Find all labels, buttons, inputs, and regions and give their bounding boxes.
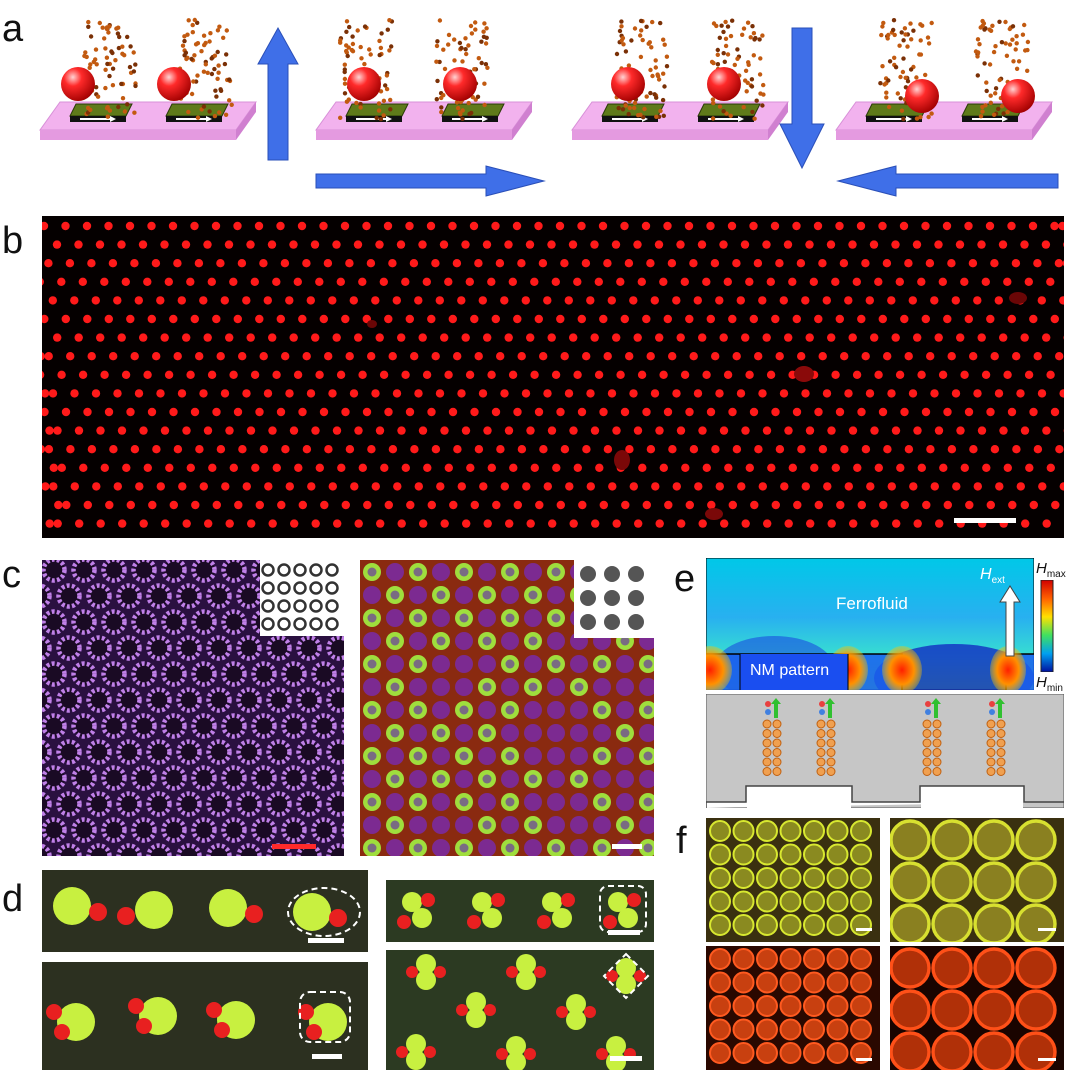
micrograph-red-large	[890, 946, 1064, 1070]
field-simulation	[706, 558, 1034, 690]
scale-bar	[272, 844, 316, 849]
colorbar-min-label: Hmin	[1036, 674, 1063, 694]
micrograph-red-small	[706, 946, 880, 1070]
arrow-down-icon	[779, 27, 825, 170]
nm-pattern-label: NM pattern	[750, 662, 830, 679]
scale-bar	[608, 930, 640, 935]
micrograph-clusters-array	[386, 950, 654, 1070]
colorbar-max-label: Hmax	[1036, 560, 1066, 580]
stage-2	[315, 18, 533, 140]
field-arrow-icon	[999, 585, 1021, 657]
scale-bar	[308, 938, 344, 943]
scale-bar	[1038, 928, 1056, 931]
micrograph-trimers	[42, 962, 368, 1070]
particle-chain-schematic	[706, 694, 1064, 808]
scale-bar	[856, 928, 872, 931]
panel-label-b: b	[2, 220, 24, 262]
colorbar	[1040, 580, 1054, 672]
panel-label-d: d	[2, 878, 24, 920]
panel-label-e: e	[674, 558, 696, 600]
ferrofluid-label: Ferrofluid	[836, 594, 908, 613]
schematic-rotating-field	[39, 17, 1059, 197]
panel-label-f: f	[676, 820, 687, 862]
arrow-right-icon	[315, 165, 546, 197]
micrograph-binary-lattice	[360, 560, 654, 856]
micrograph-clusters-row	[386, 880, 654, 942]
arrow-up-icon	[257, 26, 299, 161]
micrograph-yellow-small	[706, 818, 880, 942]
micrograph-yellow-large	[890, 818, 1064, 942]
scale-bar	[610, 1056, 642, 1061]
panel-label-a: a	[2, 8, 24, 50]
micrograph-hexagonal-array	[42, 216, 1064, 538]
micrograph-dimers	[42, 870, 368, 952]
stage-3	[571, 18, 789, 140]
hext-label: Hext	[980, 566, 1005, 587]
scale-bar	[312, 1054, 342, 1059]
stage-4	[835, 18, 1053, 140]
scale-bar	[954, 518, 1016, 523]
micrograph-ring-lattice	[42, 560, 344, 856]
scale-bar	[856, 1058, 872, 1061]
stage-1	[39, 17, 257, 140]
panel-label-c: c	[2, 554, 21, 596]
scale-bar	[612, 844, 642, 849]
arrow-left-icon	[836, 165, 1059, 197]
scale-bar	[1038, 1058, 1056, 1061]
